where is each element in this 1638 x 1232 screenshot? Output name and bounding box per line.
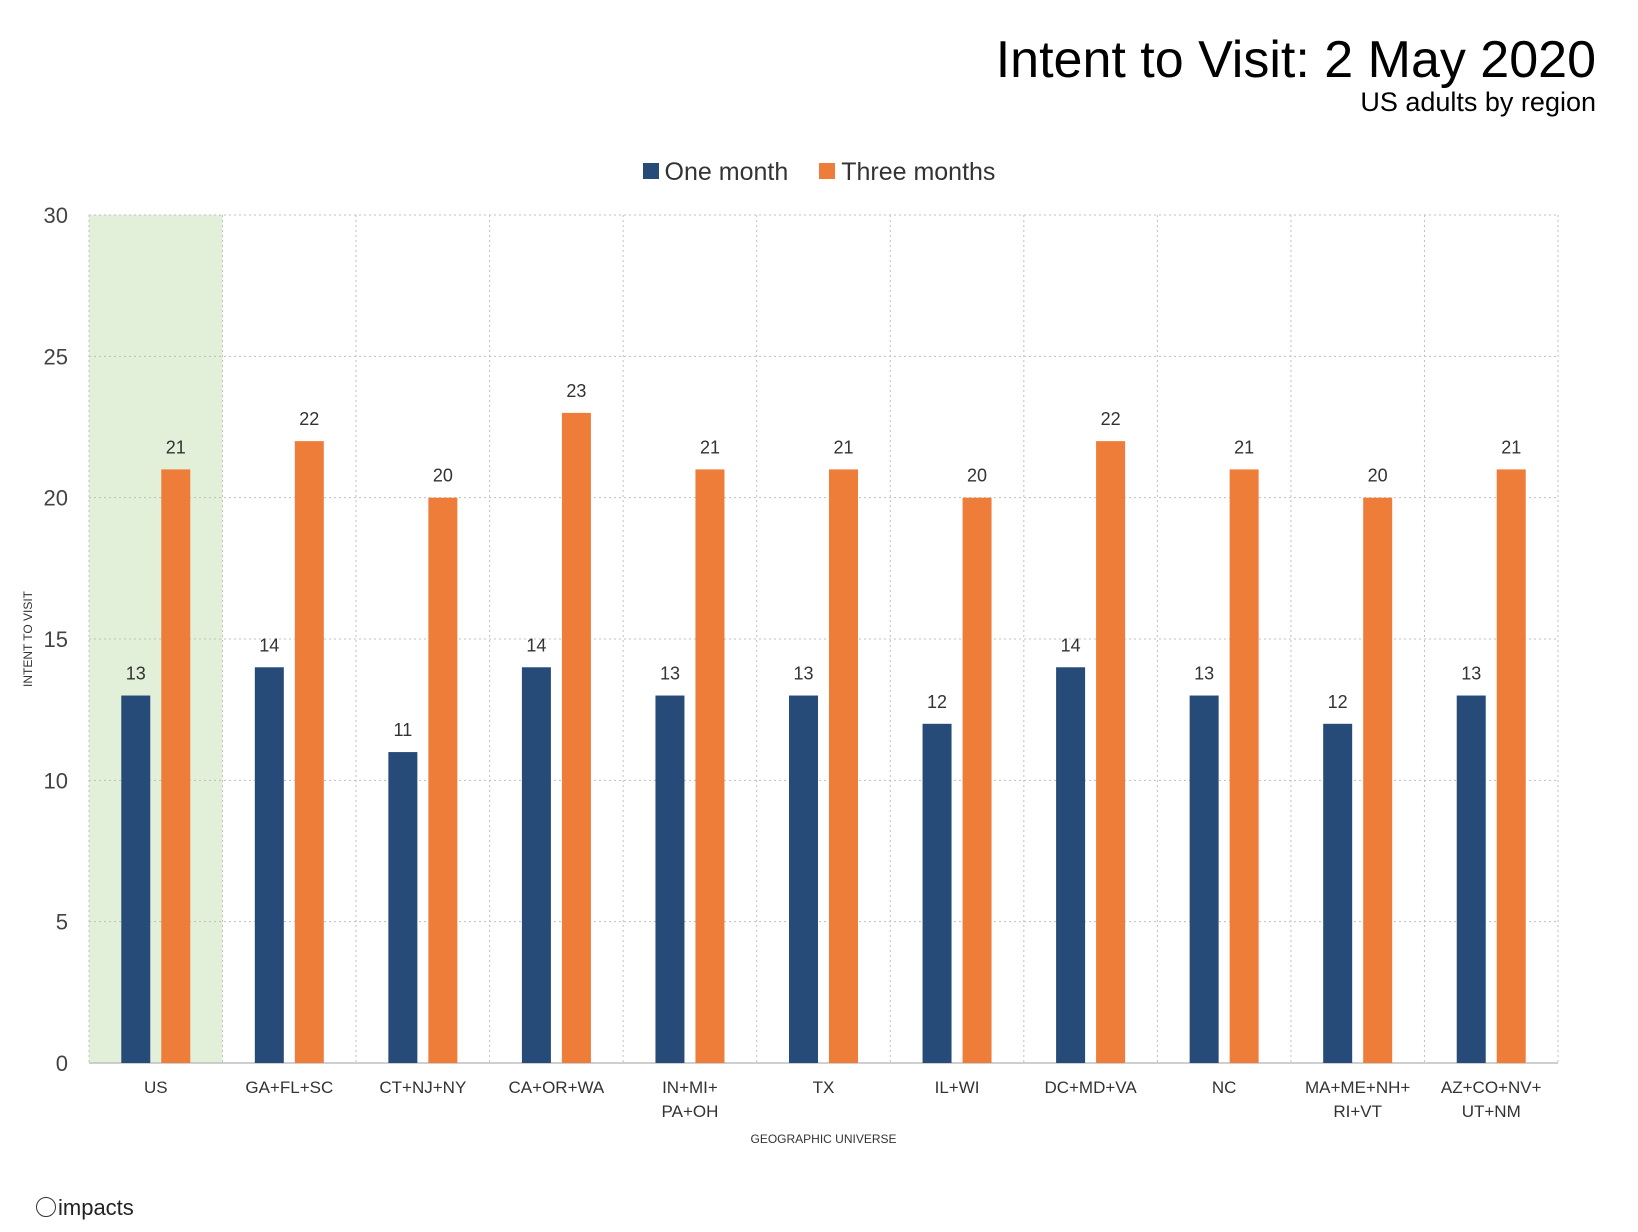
x-tick-label: NC [1212, 1078, 1237, 1097]
bar-three-months [561, 412, 591, 1063]
data-label: 21 [166, 437, 186, 457]
bar-three-months [962, 497, 992, 1064]
bar-one-month [789, 695, 818, 1063]
bar-three-months [695, 469, 725, 1063]
bar-one-month [655, 695, 685, 1063]
x-tick-label: GA+FL+SC [245, 1078, 333, 1097]
legend-label-one-month: One month [664, 158, 789, 186]
y-tick-label: 20 [44, 486, 68, 511]
legend-swatch-three-months [819, 163, 836, 180]
bar-one-month [121, 695, 151, 1063]
legend-label-three-months: Three months [841, 158, 996, 186]
legend-swatch-one-month [642, 163, 659, 180]
data-label: 13 [1194, 664, 1214, 684]
data-label: 12 [1328, 692, 1348, 712]
data-label: 21 [833, 437, 853, 457]
chart-title: Intent to Visit: 2 May 2020 [995, 31, 1596, 89]
x-tick-label: TX [813, 1078, 835, 1097]
data-label: 13 [660, 664, 680, 684]
bar-one-month [1189, 695, 1219, 1063]
chart-subtitle: US adults by region [1360, 87, 1596, 117]
bar-one-month [1456, 695, 1486, 1063]
legend-item-three-months: Three months [819, 158, 995, 187]
y-tick-label: 5 [56, 910, 68, 935]
data-label: 20 [1368, 466, 1388, 486]
bar-three-months [1229, 469, 1259, 1063]
y-tick-label: 25 [44, 344, 68, 369]
bar-one-month [254, 667, 284, 1063]
x-tick-label: AZ+CO+NV+ UT+NM [1441, 1078, 1542, 1121]
x-tick-label: CA+OR+WA [509, 1078, 605, 1097]
bar-chart: 0 5 10 15 20 25 30 13 14 11 14 13 13 12 14 13 12 13 21 22 20… [21, 203, 1559, 1146]
bar-three-months [294, 441, 324, 1064]
data-label: 14 [1061, 635, 1081, 655]
bar-one-month [1323, 723, 1353, 1063]
bar-one-month [388, 752, 418, 1063]
x-tick-label: MA+ME+NH+ RI+VT [1305, 1078, 1410, 1121]
y-tick-label: 15 [44, 627, 68, 652]
x-tick-label: IN+MI+ PA+OH [662, 1078, 719, 1121]
data-label: 13 [793, 664, 813, 684]
data-label: 23 [566, 381, 586, 401]
data-label: 14 [526, 635, 546, 655]
x-axis-title: GEOGRAPHIC UNIVERSE [750, 1132, 896, 1146]
logo-text: impacts [58, 1195, 134, 1220]
bar-three-months [428, 497, 458, 1064]
data-label: 21 [1234, 437, 1254, 457]
x-tick-label: US [144, 1078, 168, 1097]
data-label: 13 [126, 664, 146, 684]
legend-item-one-month: One month [642, 158, 789, 187]
logo-mark-icon [36, 1197, 56, 1218]
data-label: 21 [700, 437, 720, 457]
bar-one-month [1056, 667, 1086, 1063]
y-tick-label: 10 [44, 768, 68, 793]
x-tick-label: IL+WI [935, 1078, 980, 1097]
bar-one-month [922, 723, 952, 1063]
bar-three-months [829, 469, 858, 1063]
y-tick-label: 0 [56, 1051, 68, 1076]
impacts-logo: impacts [36, 1195, 134, 1221]
data-label: 12 [927, 692, 947, 712]
data-label: 14 [259, 635, 279, 655]
data-label: 13 [1461, 664, 1481, 684]
bar-three-months [161, 469, 191, 1063]
data-label: 22 [1101, 409, 1121, 429]
bar-three-months [1496, 469, 1526, 1063]
bar-three-months [1096, 441, 1126, 1064]
x-tick-label: DC+MD+VA [1044, 1078, 1137, 1097]
bar-three-months [1363, 497, 1393, 1064]
data-label: 11 [394, 720, 413, 740]
data-label: 20 [967, 466, 987, 486]
y-tick-label: 30 [44, 203, 68, 228]
data-label: 22 [299, 409, 319, 429]
x-tick-label: CT+NJ+NY [379, 1078, 466, 1097]
data-label: 20 [433, 466, 453, 486]
data-label: 21 [1501, 437, 1521, 457]
y-axis-title: INTENT TO VISIT [21, 590, 35, 687]
legend: One month Three months [0, 158, 1638, 187]
bar-one-month [521, 667, 551, 1063]
